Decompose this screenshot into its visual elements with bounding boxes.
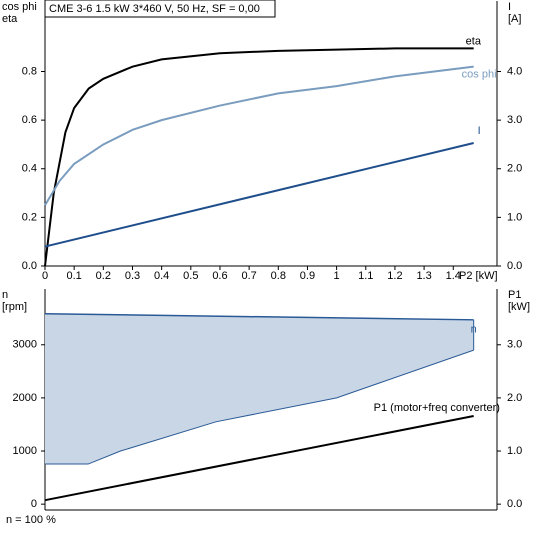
y2-tick-label: 1.0 xyxy=(507,445,522,457)
x-tick-label: 0.6 xyxy=(212,270,227,282)
title-box xyxy=(44,0,276,18)
y-tick-label: 0.8 xyxy=(22,65,37,77)
x-tick-label: 0.8 xyxy=(271,270,286,282)
y2-tick-label: 4.0 xyxy=(507,65,522,77)
line xyxy=(44,47,474,267)
y-axis-label: n xyxy=(2,289,8,301)
x-tick-label: 0.1 xyxy=(67,270,82,282)
y-tick-label: 0.6 xyxy=(22,114,37,126)
y-tick-label: 0.0 xyxy=(22,260,37,272)
y-tick-label: 0.2 xyxy=(22,211,37,223)
y2-tick-label: 2.0 xyxy=(507,392,522,404)
x-tick-label: 1.1 xyxy=(358,270,373,282)
x-tick-label: 0.7 xyxy=(241,270,256,282)
x-tick-label: 1.3 xyxy=(416,270,431,282)
y-tick-label: 3000 xyxy=(13,339,37,351)
y2-tick-label: 1.0 xyxy=(507,211,522,223)
line xyxy=(44,65,474,206)
y2-axis-label: P1 xyxy=(508,289,521,301)
y2-tick-label: 3.0 xyxy=(507,114,522,126)
chart-title: CME 3-6 1.5 kW 3*460 V, 50 Hz, SF = 0,00 xyxy=(49,3,260,15)
x-tick-label: 0.2 xyxy=(96,270,111,282)
area-label: n xyxy=(471,324,477,336)
line xyxy=(44,414,474,502)
y-axis-label: cos phi xyxy=(2,1,37,13)
area xyxy=(45,313,474,465)
x-tick-label: 0.3 xyxy=(125,270,140,282)
y2-tick-label: 0.0 xyxy=(507,260,522,272)
x-axis-label: P2 [kW] xyxy=(459,270,498,282)
x-tick-label: 0 xyxy=(42,270,48,282)
line xyxy=(44,142,474,248)
area-upper xyxy=(44,312,474,321)
series-label: cos phi xyxy=(462,69,497,81)
y2-axis-label: I xyxy=(508,1,511,13)
area-lower xyxy=(45,349,474,465)
y-tick-label: 0.4 xyxy=(22,163,37,175)
y2-axis-label: [kW] xyxy=(508,301,530,313)
x-tick-label: 0.4 xyxy=(154,270,169,282)
y2-tick-label: 3.0 xyxy=(507,339,522,351)
series-label: eta xyxy=(466,35,482,47)
y-tick-label: 0 xyxy=(31,498,37,510)
series-label: P1 (motor+freq converter) xyxy=(374,402,500,414)
note: n = 100 % xyxy=(6,514,56,526)
x-tick-label: 1 xyxy=(334,270,340,282)
x-tick-label: 0.9 xyxy=(300,270,315,282)
y2-tick-label: 0.0 xyxy=(507,498,522,510)
x-tick-label: 1.4 xyxy=(446,270,461,282)
y2-tick-label: 2.0 xyxy=(507,163,522,175)
x-tick-label: 1.2 xyxy=(387,270,402,282)
series-label: I xyxy=(478,125,481,137)
y-tick-label: 1000 xyxy=(13,445,37,457)
y-axis-label: eta xyxy=(2,13,18,25)
y-axis-label: [rpm] xyxy=(2,301,27,313)
y2-axis-label: [A] xyxy=(508,13,521,25)
x-tick-label: 0.5 xyxy=(183,270,198,282)
y-tick-label: 2000 xyxy=(13,392,37,404)
